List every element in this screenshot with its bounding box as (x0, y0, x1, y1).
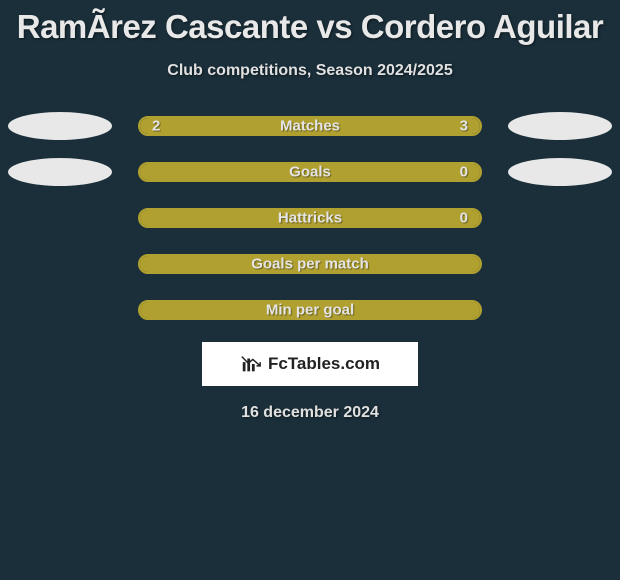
value-left: 2 (152, 118, 160, 135)
bar-label: Goals (289, 164, 331, 181)
stat-row: Goals 0 (0, 162, 620, 182)
player-ellipse-right (508, 158, 612, 186)
page-title: RamÃ­rez Cascante vs Cordero Aguilar (0, 0, 620, 46)
subtitle: Club competitions, Season 2024/2025 (0, 62, 620, 80)
player-ellipse-left (8, 158, 112, 186)
logo-text: FcTables.com (268, 354, 380, 374)
stat-row: Goals per match (0, 254, 620, 274)
stat-row: Min per goal (0, 300, 620, 320)
player-ellipse-left (8, 112, 112, 140)
value-right: 0 (460, 210, 468, 227)
bar-track: Goals per match (138, 254, 482, 274)
stats-rows: Matches 2 3 Goals 0 Hattricks 0 Goals per match… (0, 116, 620, 320)
bar-track: Goals 0 (138, 162, 482, 182)
bar-label: Matches (280, 118, 340, 135)
value-right: 3 (460, 118, 468, 135)
logo-box: FcTables.com (202, 342, 418, 386)
bar-label: Goals per match (251, 256, 369, 273)
bar-label: Min per goal (266, 302, 354, 319)
value-right: 0 (460, 164, 468, 181)
player-ellipse-right (508, 112, 612, 140)
date-text: 16 december 2024 (0, 404, 620, 422)
bar-fill-left (140, 118, 276, 134)
chart-icon (240, 353, 262, 375)
bar-track: Matches 2 3 (138, 116, 482, 136)
bar-label: Hattricks (278, 210, 342, 227)
bar-track: Min per goal (138, 300, 482, 320)
stat-row: Matches 2 3 (0, 116, 620, 136)
stat-row: Hattricks 0 (0, 208, 620, 228)
bar-track: Hattricks 0 (138, 208, 482, 228)
